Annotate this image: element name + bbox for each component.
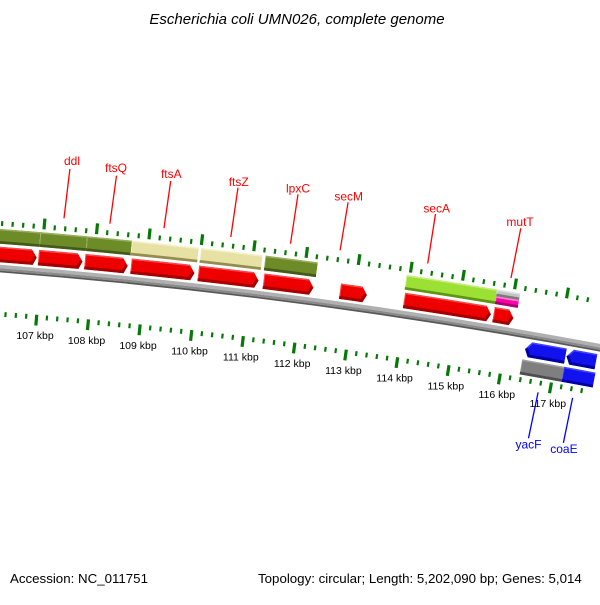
svg-text:116 kbp: 116 kbp [479,389,516,401]
svg-text:114 kbp: 114 kbp [376,373,413,385]
svg-text:Accession: NC_011751: Accession: NC_011751 [10,571,148,586]
svg-text:110 kbp: 110 kbp [171,345,208,357]
svg-text:coaE: coaE [550,442,577,456]
svg-text:mutT: mutT [506,215,534,229]
svg-text:Topology: circular; Length: 5,: Topology: circular; Length: 5,202,090 bp… [258,571,582,586]
svg-text:Escherichia coli UMN026, compl: Escherichia coli UMN026, complete genome [149,11,444,28]
svg-text:ftsA: ftsA [161,167,182,181]
svg-text:ftsZ: ftsZ [229,175,249,189]
svg-text:108 kbp: 108 kbp [68,335,106,347]
svg-text:ftsQ: ftsQ [105,161,127,175]
svg-text:107 kbp: 107 kbp [16,330,54,342]
svg-text:112 kbp: 112 kbp [274,358,311,370]
svg-text:117 kbp: 117 kbp [530,398,567,410]
svg-text:secM: secM [334,189,363,203]
svg-text:113 kbp: 113 kbp [325,365,362,377]
svg-text:ddl: ddl [64,154,80,168]
svg-text:115 kbp: 115 kbp [428,380,465,392]
svg-text:yacF: yacF [515,437,541,451]
svg-text:111 kbp: 111 kbp [223,352,259,364]
svg-text:109 kbp: 109 kbp [119,340,157,352]
svg-text:secA: secA [423,201,450,215]
svg-text:lpxC: lpxC [286,181,310,195]
